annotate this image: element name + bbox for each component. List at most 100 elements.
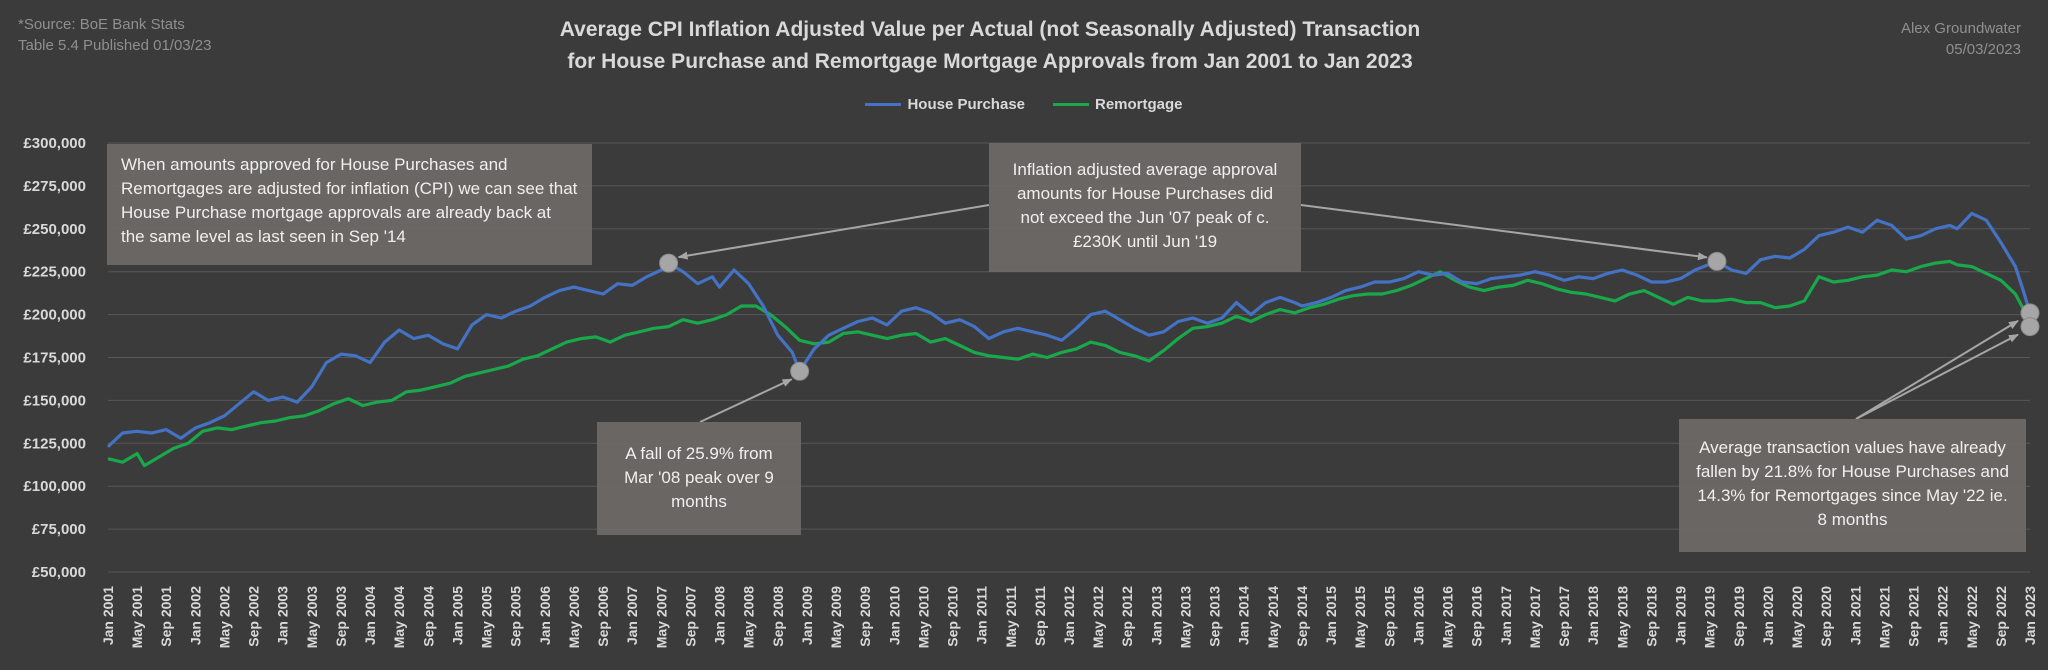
x-tick-label: Sep 2001 [158,586,174,647]
author-date: 05/03/2023 [1945,41,2021,58]
x-tick-label: Sep 2013 [1207,586,1223,647]
y-tick-label: £300,000 [23,135,86,152]
author-note: Alex Groundwater 05/03/2023 [1901,18,2021,60]
x-tick-label: Sep 2006 [595,586,611,647]
x-tick-label: Sep 2007 [682,586,698,647]
x-tick-label: May 2017 [1527,586,1543,648]
y-tick-label: £225,000 [23,264,86,281]
chart-title-line-1: Average CPI Inflation Adjusted Value per… [559,18,1421,41]
author-name: Alex Groundwater [1900,20,2021,37]
source-line-2: Table 5.4 Published 01/03/23 [18,37,212,54]
highlight-point [790,361,810,381]
x-tick-label: Jan 2020 [1760,586,1776,645]
x-tick-label: May 2014 [1265,586,1281,648]
y-tick-label: £275,000 [23,178,86,195]
x-tick-label: Jan 2012 [1061,586,1077,645]
x-tick-label: May 2011 [1003,586,1019,648]
x-tick-label: Sep 2009 [857,586,873,647]
x-tick-label: Sep 2014 [1294,586,1310,647]
x-tick-label: Jan 2014 [1236,586,1252,645]
x-tick-label: Jan 2018 [1585,586,1601,645]
annotation-top-left: When amounts approved for House Purchase… [107,144,592,265]
annotation-top-middle: Inflation adjusted average approval amou… [989,143,1301,272]
x-tick-label: Jan 2010 [886,586,902,645]
x-tick-label: May 2016 [1440,586,1456,648]
legend-swatch-remortgage [1053,103,1089,106]
highlight-point [1707,251,1727,271]
x-tick-label: Sep 2015 [1381,586,1397,647]
x-tick-label: May 2018 [1614,586,1630,648]
x-tick-label: Sep 2012 [1119,586,1135,647]
x-tick-label: Sep 2002 [246,586,262,647]
x-tick-label: May 2013 [1177,586,1193,648]
x-tick-label: May 2010 [915,586,931,648]
x-tick-label: May 2003 [304,586,320,648]
arrow-to-house-purchase-latest [1855,320,2019,420]
arrow-to-2007-peak [677,204,990,260]
x-tick-label: Sep 2005 [508,586,524,647]
x-tick-label: May 2005 [479,586,495,648]
y-tick-label: £100,000 [23,478,86,495]
x-tick-label: May 2021 [1876,586,1892,648]
x-tick-label: Sep 2011 [1032,586,1048,646]
x-tick-label: May 2012 [1090,586,1106,648]
highlight-point [659,253,679,273]
x-tick-label: May 2002 [216,586,232,648]
arrow-to-2008-trough [699,378,793,423]
x-tick-label: Sep 2016 [1469,586,1485,647]
x-tick-label: May 2007 [653,586,669,648]
y-tick-label: £150,000 [23,392,86,409]
x-tick-label: Jan 2003 [275,586,291,645]
x-tick-label: May 2015 [1352,586,1368,648]
y-tick-label: £175,000 [23,350,86,367]
y-tick-label: £250,000 [23,221,86,238]
legend-label-remortgage: Remortgage [1095,96,1183,113]
source-line-1: *Source: BoE Bank Stats [18,16,185,33]
x-tick-label: May 2022 [1964,586,1980,648]
x-tick-label: Sep 2010 [945,586,961,647]
y-tick-label: £125,000 [23,435,86,452]
chart-title-line-2: for House Purchase and Remortgage Mortga… [567,50,1413,73]
x-tick-label: Jan 2001 [100,586,116,645]
arrow-to-2019-recovery [1300,204,1708,261]
source-note: *Source: BoE Bank Stats Table 5.4 Publis… [18,14,211,56]
x-tick-label: Sep 2004 [420,586,436,647]
legend-label-house-purchase: House Purchase [907,96,1025,113]
x-tick-label: Jan 2007 [624,586,640,645]
x-tick-label: Jan 2016 [1410,586,1426,645]
x-tick-label: Jan 2023 [2022,586,2038,645]
arrow-to-remortgage-latest [1855,333,2019,420]
highlight-markers [659,251,2040,381]
x-tick-label: Jan 2022 [1935,586,1951,645]
x-tick-label: Sep 2003 [333,586,349,647]
x-tick-label: Sep 2020 [1818,586,1834,647]
x-tick-label: Jan 2021 [1847,586,1863,645]
x-tick-label: Sep 2018 [1643,586,1659,647]
x-tick-label: Sep 2008 [770,586,786,647]
x-tick-label: May 2006 [566,586,582,648]
x-tick-label: Jan 2017 [1498,586,1514,645]
highlight-point [2020,317,2040,337]
x-tick-label: Jan 2015 [1323,586,1339,645]
x-tick-label: Sep 2021 [1906,586,1922,647]
annotation-arrows [677,204,2019,423]
x-tick-label: May 2004 [391,586,407,648]
y-axis-ticks: £300,000 £275,000 £250,000 £225,000 £200,000… [23,135,86,581]
series-line-remortgage [107,259,2032,468]
annotation-bottom-middle: A fall of 25.9% from Mar '08 peak over 9… [597,422,801,535]
x-tick-label: Sep 2017 [1556,586,1572,647]
legend-item-house-purchase: House Purchase [865,96,1025,113]
x-tick-label: May 2001 [129,586,145,648]
x-tick-label: Jan 2009 [799,586,815,645]
x-tick-label: Jan 2006 [537,586,553,645]
y-tick-label: £200,000 [23,307,86,324]
x-tick-label: Jan 2011 [974,586,990,645]
x-tick-label: Jan 2002 [187,586,203,645]
legend-item-remortgage: Remortgage [1053,96,1183,113]
x-tick-label: Jan 2019 [1673,586,1689,645]
x-tick-label: May 2009 [828,586,844,648]
x-tick-label: Jan 2013 [1148,586,1164,645]
x-tick-label: Sep 2022 [1993,586,2009,647]
legend-swatch-house-purchase [865,103,902,106]
